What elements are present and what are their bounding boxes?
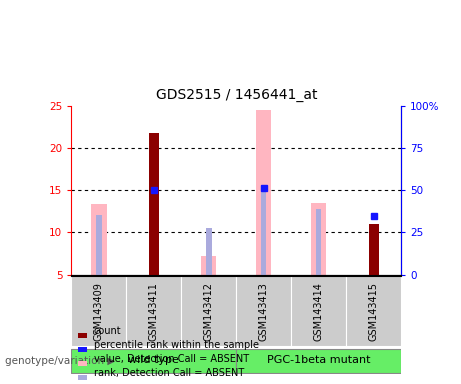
Text: value, Detection Call = ABSENT: value, Detection Call = ABSENT xyxy=(94,354,248,364)
Text: PGC-1beta mutant: PGC-1beta mutant xyxy=(267,356,371,366)
Text: GSM143409: GSM143409 xyxy=(94,282,104,341)
Bar xyxy=(91,204,106,275)
Bar xyxy=(149,134,159,275)
Bar xyxy=(316,209,321,275)
Bar xyxy=(236,276,291,346)
Bar xyxy=(181,276,236,346)
Text: genotype/variation ▶: genotype/variation ▶ xyxy=(5,356,115,366)
Bar xyxy=(311,203,326,275)
Bar xyxy=(256,110,272,275)
Bar xyxy=(261,186,266,275)
Text: GSM143414: GSM143414 xyxy=(313,282,324,341)
Text: rank, Detection Call = ABSENT: rank, Detection Call = ABSENT xyxy=(94,368,244,378)
Bar xyxy=(201,256,217,275)
Title: GDS2515 / 1456441_at: GDS2515 / 1456441_at xyxy=(155,88,317,102)
Bar xyxy=(291,276,346,346)
Bar xyxy=(369,224,378,275)
Text: GSM143411: GSM143411 xyxy=(149,282,159,341)
Bar xyxy=(71,349,236,373)
Text: GSM143413: GSM143413 xyxy=(259,282,269,341)
Bar xyxy=(71,276,126,346)
Bar xyxy=(126,276,181,346)
Bar xyxy=(236,349,401,373)
Text: GSM143415: GSM143415 xyxy=(369,282,378,341)
Text: GSM143412: GSM143412 xyxy=(204,282,214,341)
Text: wild type: wild type xyxy=(129,356,179,366)
Text: count: count xyxy=(94,326,121,336)
Bar xyxy=(96,215,102,275)
Text: percentile rank within the sample: percentile rank within the sample xyxy=(94,340,259,350)
Bar xyxy=(206,228,212,275)
Bar xyxy=(346,276,401,346)
